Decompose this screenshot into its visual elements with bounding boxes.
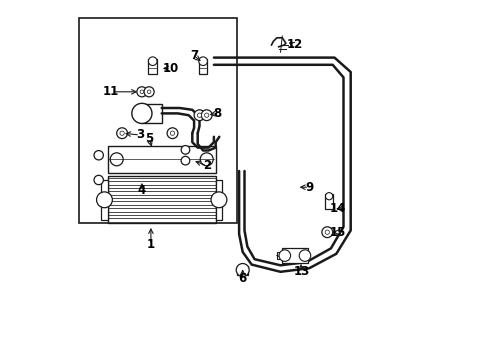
Bar [237, 266, 247, 275]
Text: 3: 3 [136, 129, 144, 141]
Circle shape [137, 87, 146, 97]
Bar [215, 180, 222, 220]
Circle shape [279, 250, 290, 261]
Circle shape [194, 110, 204, 121]
Circle shape [325, 230, 329, 234]
Circle shape [325, 193, 332, 200]
Circle shape [94, 150, 103, 160]
Text: 14: 14 [329, 202, 346, 215]
Text: 2: 2 [202, 159, 210, 172]
Text: 4: 4 [138, 184, 146, 197]
Circle shape [96, 192, 112, 208]
Text: 15: 15 [329, 226, 346, 239]
Bar [282, 248, 307, 263]
Text: 7: 7 [190, 49, 198, 62]
Circle shape [211, 192, 226, 208]
Circle shape [201, 110, 212, 121]
Bar [276, 252, 282, 259]
Text: 5: 5 [144, 132, 153, 145]
Circle shape [181, 156, 189, 165]
Circle shape [132, 103, 152, 123]
Circle shape [299, 250, 310, 261]
Text: 6: 6 [238, 273, 246, 285]
Circle shape [199, 57, 207, 66]
Circle shape [167, 128, 178, 139]
Circle shape [200, 153, 213, 166]
Circle shape [321, 227, 332, 238]
Circle shape [140, 90, 143, 94]
Text: 11: 11 [103, 85, 119, 98]
Bar [107, 146, 215, 173]
Circle shape [170, 131, 174, 135]
Circle shape [110, 153, 123, 166]
Circle shape [94, 175, 103, 185]
Circle shape [236, 264, 249, 276]
Bar [79, 18, 237, 223]
Bar [148, 59, 157, 74]
Bar [325, 194, 332, 209]
Circle shape [120, 131, 124, 135]
Circle shape [144, 87, 154, 97]
Text: 12: 12 [286, 39, 303, 51]
Circle shape [148, 57, 157, 66]
Circle shape [181, 145, 189, 154]
Circle shape [147, 90, 151, 94]
Circle shape [204, 113, 208, 117]
Text: 13: 13 [293, 265, 309, 278]
Circle shape [117, 128, 127, 139]
Text: 9: 9 [305, 181, 313, 194]
Bar [199, 59, 207, 74]
Bar [107, 176, 215, 223]
Bar [142, 104, 162, 123]
Text: 10: 10 [162, 62, 179, 75]
Text: 8: 8 [213, 107, 221, 120]
Text: 1: 1 [146, 238, 155, 251]
Circle shape [197, 113, 201, 117]
Bar [101, 180, 107, 220]
